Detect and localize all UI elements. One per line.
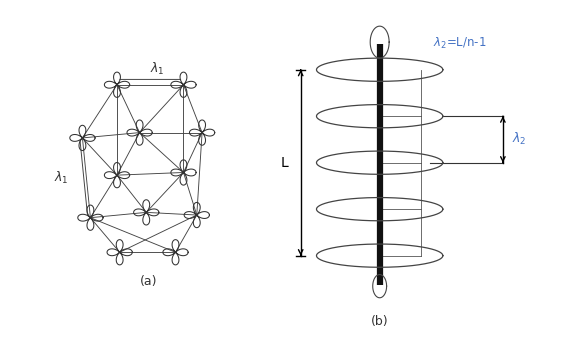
Text: $\lambda_1$: $\lambda_1$	[150, 61, 164, 77]
Text: $\lambda_1$: $\lambda_1$	[54, 170, 68, 186]
Text: $\lambda_2$=L/n-1: $\lambda_2$=L/n-1	[433, 36, 487, 51]
Text: (a): (a)	[140, 275, 158, 288]
Text: (b): (b)	[371, 315, 388, 328]
Text: L: L	[281, 156, 289, 170]
Text: $\lambda_2$: $\lambda_2$	[512, 131, 527, 148]
